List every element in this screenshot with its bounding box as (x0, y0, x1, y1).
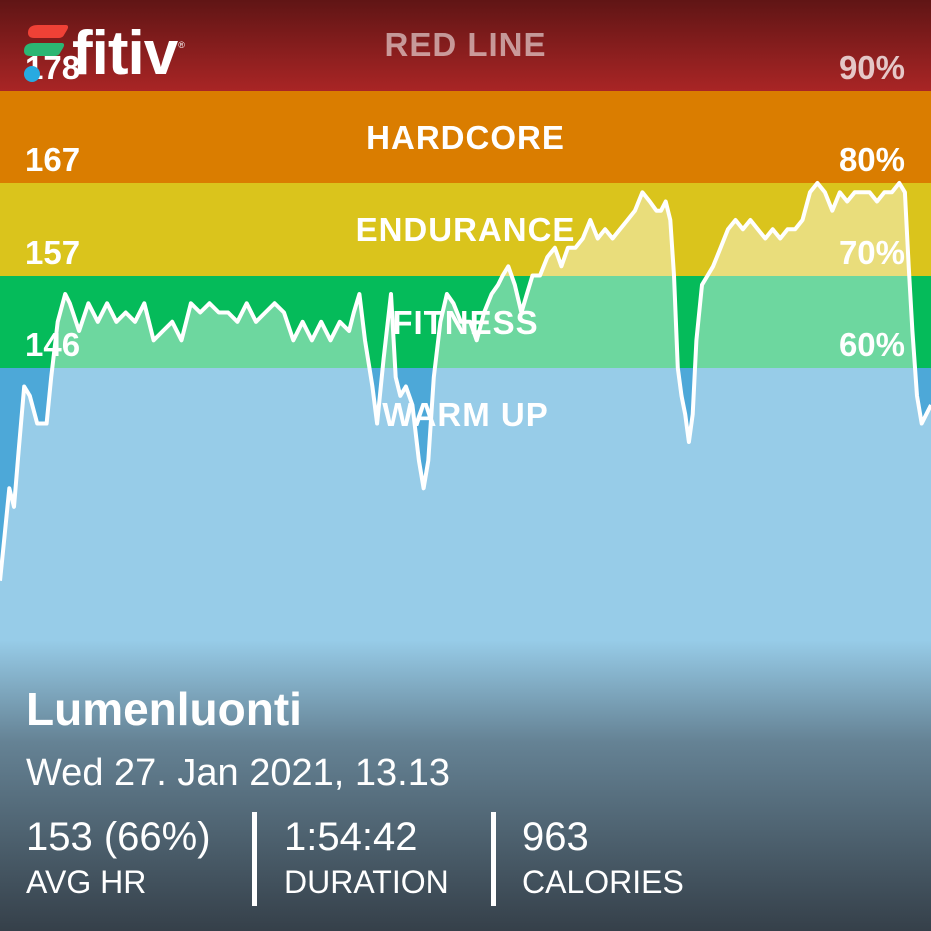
zone-name-red-line: RED LINE (384, 26, 547, 63)
zone-hr-threshold-endurance: 157 (25, 233, 81, 271)
fitiv-logo-text: fitiv (72, 19, 178, 88)
zone-band-endurance (0, 183, 931, 276)
zone-name-endurance: ENDURANCE (355, 211, 576, 248)
stat-avg-hr: 153 (66%) AVG HR (26, 812, 211, 902)
zone-hr-threshold-hardcore: 167 (25, 141, 81, 178)
hr-series-line (0, 181, 931, 582)
stat-calories-label: CALORIES (522, 864, 684, 900)
zone-band-red-line (0, 0, 931, 91)
stat-avg-hr-value: 153 (66%) (26, 815, 211, 859)
stat-duration-label: DURATION (284, 864, 449, 900)
logo-stripe-red (28, 25, 69, 38)
stat-duration-value: 1:54:42 (284, 815, 418, 859)
stat-divider (252, 812, 257, 906)
workout-title: Lumenluonti (26, 683, 302, 735)
registered-mark: ® (178, 40, 185, 50)
zone-pct-label-fitness: 60% (838, 326, 905, 363)
zone-name-warm-up: WARM UP (382, 396, 549, 433)
zone-pct-label-red-line: 90% (838, 48, 905, 86)
logo-dot-blue (24, 66, 40, 82)
fitiv-logo-icon (24, 25, 69, 82)
logo-stripe-green (24, 43, 65, 56)
zone-pct-label-hardcore: 80% (838, 141, 905, 178)
zone-hr-threshold-fitness: 146 (25, 326, 81, 363)
stat-avg-hr-label: AVG HR (26, 864, 147, 900)
zone-band-hardcore (0, 90, 931, 183)
stat-calories-value: 963 (522, 815, 589, 859)
stat-duration: 1:54:42 DURATION (284, 812, 449, 902)
zone-pct-label-endurance: 70% (838, 233, 905, 271)
fitiv-logo: fitiv ® (22, 18, 185, 90)
stat-divider (491, 812, 496, 906)
zone-name-hardcore: HARDCORE (366, 118, 565, 156)
workout-date: Wed 27. Jan 2021, 13.13 (26, 752, 450, 794)
bottom-gradient (0, 640, 931, 931)
stat-calories: 963 CALORIES (522, 812, 684, 902)
zone-name-fitness: FITNESS (392, 303, 539, 341)
